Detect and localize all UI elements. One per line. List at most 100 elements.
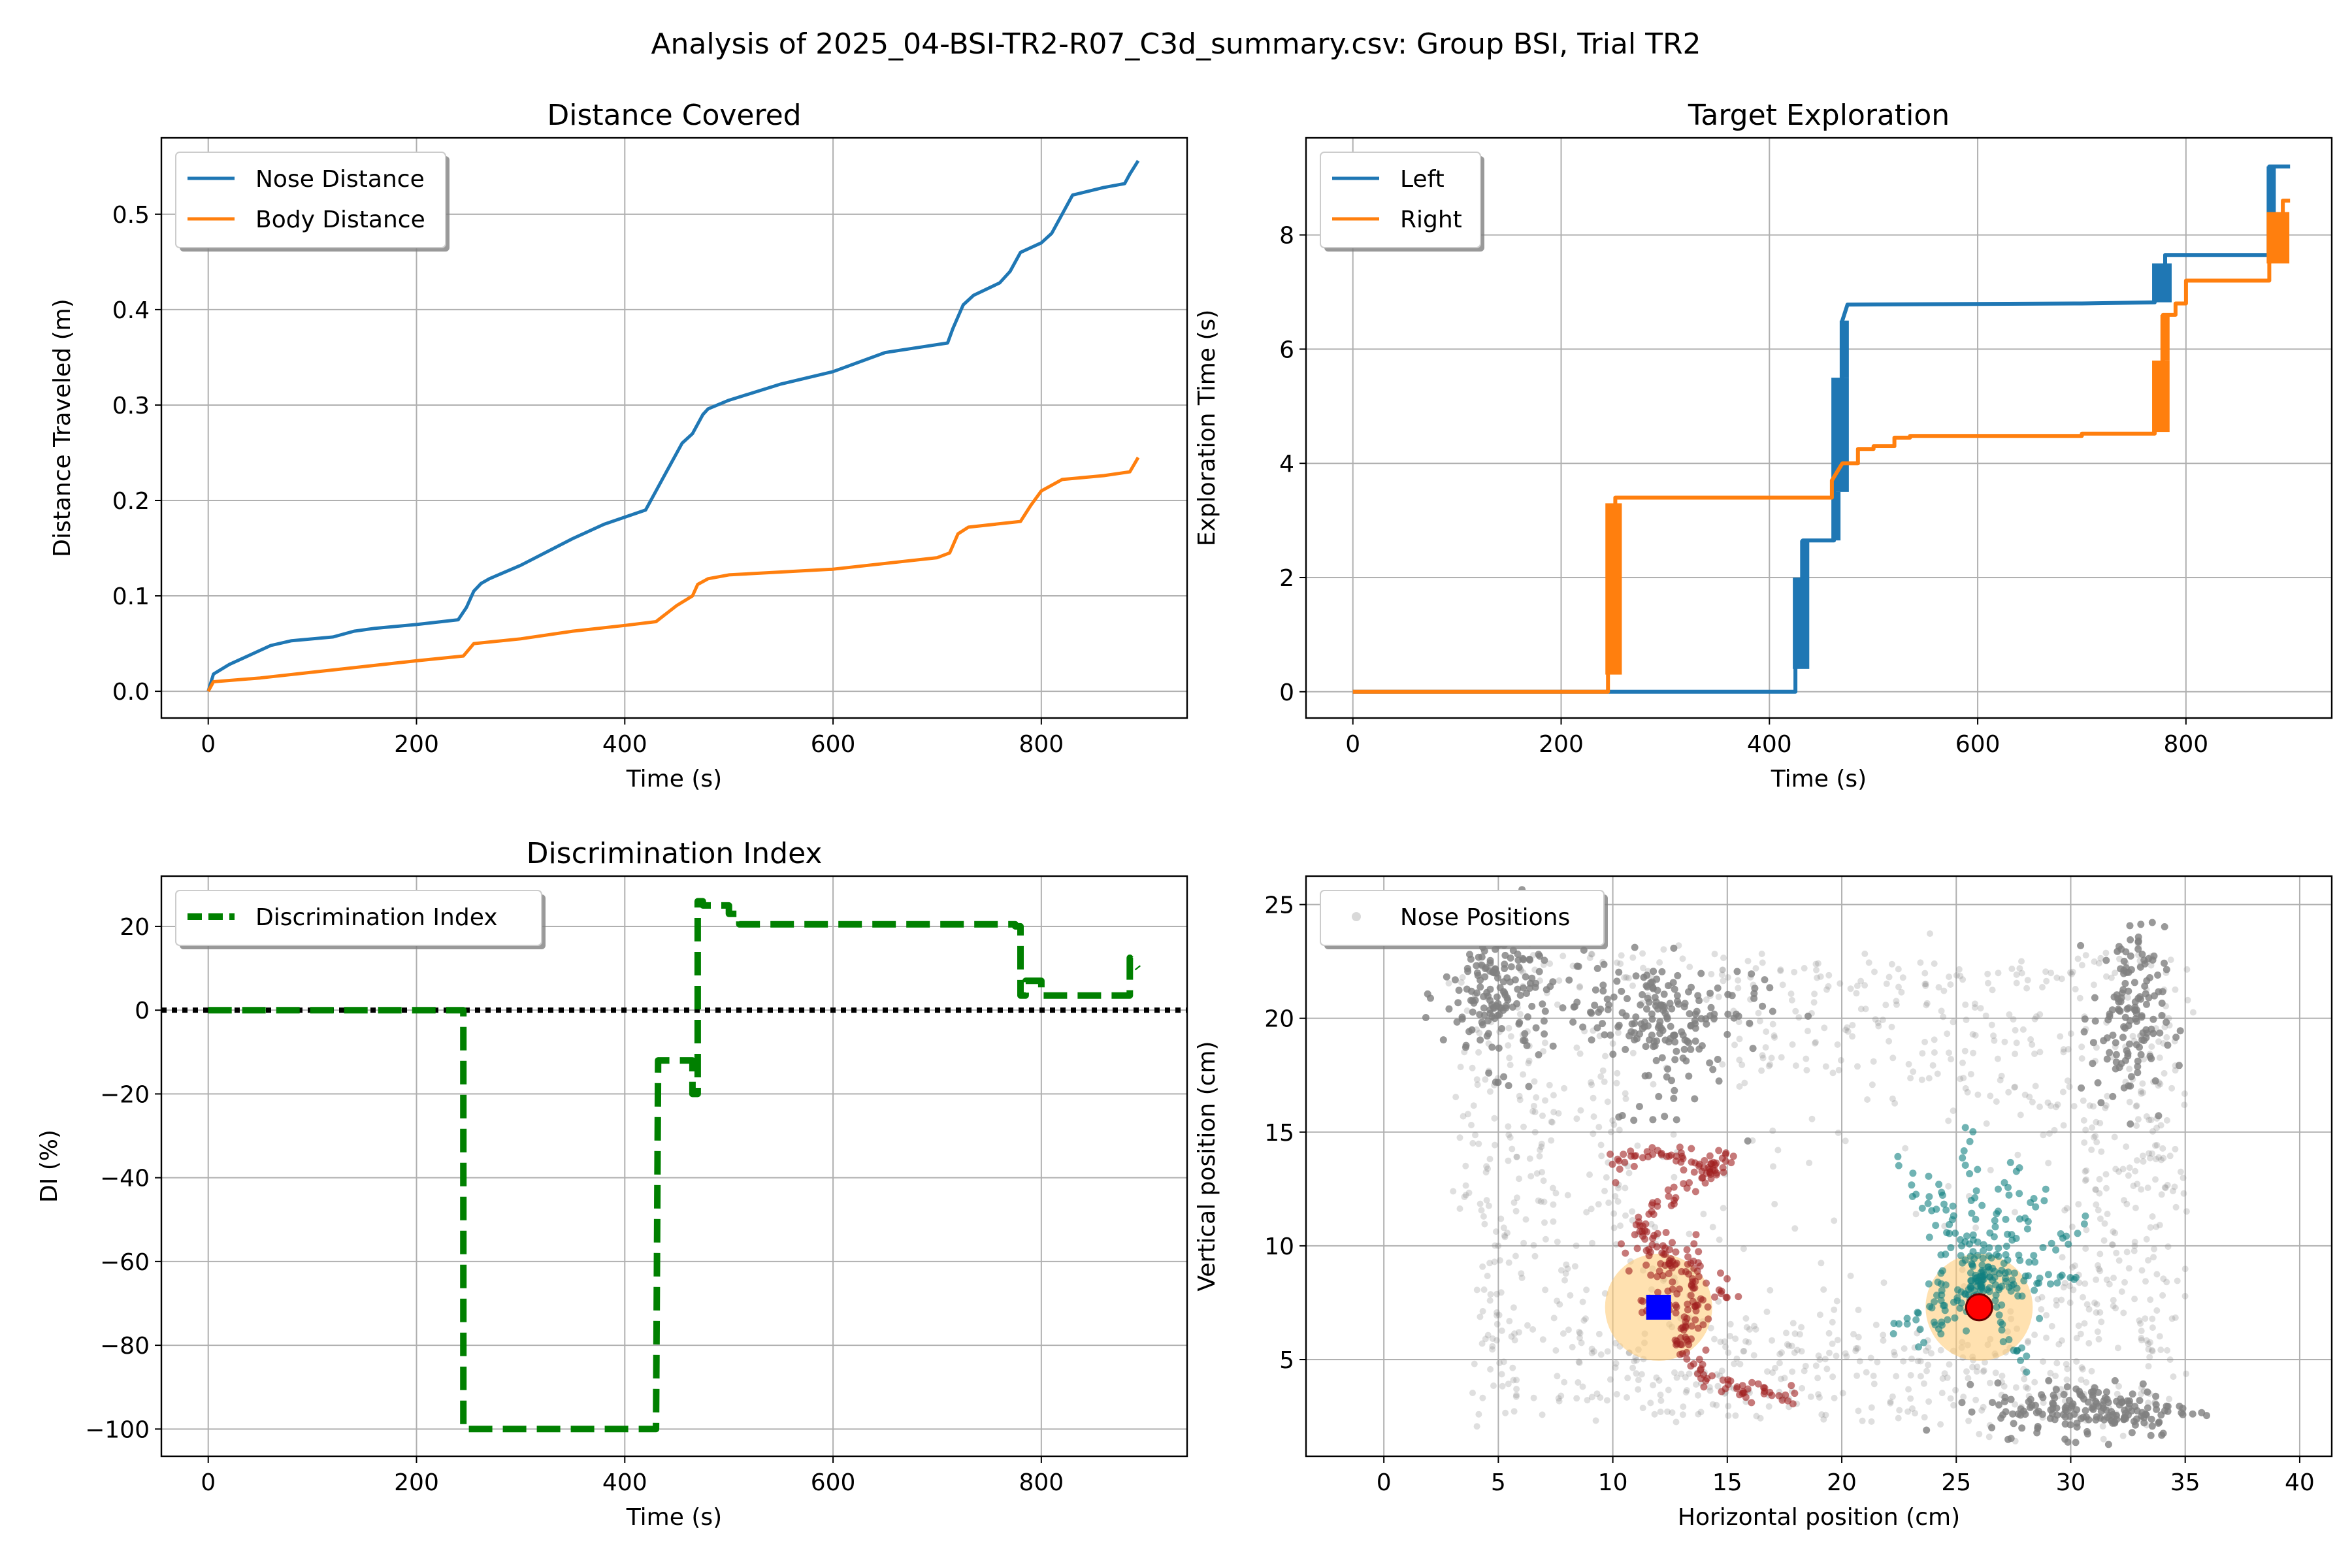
nose-position-point	[2160, 1154, 2167, 1162]
y-tick-label: 0	[135, 998, 150, 1024]
nose-position-point	[1725, 1412, 1732, 1419]
nose-position-point	[1523, 990, 1530, 997]
nose-position-point	[1695, 1392, 1701, 1399]
nose-position-point	[2074, 1230, 2082, 1237]
nose-position-point	[2134, 1116, 2142, 1123]
nose-position-point	[1538, 1140, 1545, 1147]
nose-position-point	[1755, 1009, 1762, 1017]
nose-position-point	[2123, 1397, 2131, 1405]
nose-position-point	[1693, 1381, 1699, 1388]
nose-position-point	[1683, 1348, 1691, 1356]
nose-position-point	[1844, 1028, 1852, 1035]
nose-position-point	[1718, 1388, 1725, 1396]
nose-position-point	[2146, 1117, 2153, 1124]
nose-position-point	[2013, 979, 2020, 987]
nose-position-point	[2172, 986, 2179, 993]
nose-position-point	[1971, 1194, 1979, 1201]
nose-position-point	[1739, 1382, 1746, 1390]
nose-position-point	[1697, 1015, 1705, 1022]
nose-position-point	[1700, 1211, 1707, 1218]
nose-position-point	[2083, 1413, 2090, 1421]
nose-position-point	[2180, 1190, 2187, 1197]
nose-position-point	[2127, 1073, 2135, 1081]
nose-position-point	[1473, 989, 1480, 997]
nose-position-point	[2018, 1424, 2026, 1432]
nose-position-point	[2132, 1015, 2140, 1022]
nose-position-point	[1713, 1401, 1720, 1409]
nose-position-point	[2145, 1257, 2151, 1264]
nose-position-point	[1618, 952, 1625, 959]
nose-position-point	[2159, 988, 2166, 996]
nose-position-point	[2089, 1394, 2097, 1401]
nose-position-point	[2110, 1297, 2117, 1303]
nose-position-point	[1946, 1361, 1953, 1368]
nose-position-point	[1513, 1153, 1520, 1160]
nose-position-point	[2040, 1197, 2048, 1205]
nose-position-point	[1485, 1069, 1493, 1077]
nose-position-point	[1501, 965, 1509, 972]
nose-position-point	[1961, 1290, 1969, 1298]
nose-position-point	[1603, 1397, 1610, 1404]
nose-position-point	[1483, 1197, 1490, 1204]
nose-position-point	[1791, 1349, 1798, 1356]
nose-position-point	[2153, 1307, 2161, 1314]
nose-position-point	[1462, 1162, 1469, 1169]
nose-position-point	[1483, 1032, 1491, 1040]
nose-position-point	[1923, 1002, 1930, 1009]
nose-position-point	[1765, 1062, 1772, 1070]
nose-position-point	[2012, 1083, 2019, 1090]
nose-position-point	[1907, 1372, 1914, 1379]
nose-position-point	[1718, 1367, 1725, 1375]
nose-position-point	[1715, 993, 1722, 1000]
nose-position-point	[1560, 953, 1567, 960]
nose-position-point	[2095, 1207, 2102, 1214]
nose-position-point	[1670, 1094, 1678, 1102]
nose-position-point	[2146, 974, 2153, 981]
nose-position-point	[2059, 1088, 2066, 1096]
nose-position-point	[2004, 1256, 2012, 1264]
nose-position-point	[2128, 1407, 2136, 1415]
nose-position-point	[1707, 1324, 1714, 1331]
nose-position-point	[2166, 1396, 2173, 1403]
nose-position-point	[2013, 1347, 2021, 1355]
nose-position-point	[1929, 1062, 1936, 1069]
nose-position-point	[1590, 1348, 1597, 1355]
nose-position-point	[1610, 1224, 1618, 1232]
nose-position-point	[1578, 1339, 1585, 1347]
nose-position-point	[1758, 1067, 1765, 1074]
nose-position-point	[2001, 1269, 2009, 1277]
series-line-body-distance	[206, 457, 1140, 693]
nose-position-point	[1657, 1260, 1665, 1267]
nose-position-point	[1854, 1372, 1861, 1379]
nose-position-point	[1999, 1411, 2007, 1419]
nose-position-point	[1783, 1330, 1789, 1337]
nose-position-point	[1491, 1258, 1498, 1266]
nose-position-point	[1724, 974, 1731, 981]
nose-position-point	[2083, 1430, 2091, 1438]
nose-position-point	[2066, 1421, 2074, 1429]
nose-position-point	[1661, 1113, 1669, 1120]
nose-position-point	[2154, 972, 2162, 979]
nose-position-point	[2128, 1429, 2136, 1437]
nose-position-point	[1938, 1318, 1946, 1326]
nose-position-point	[1514, 985, 1522, 993]
nose-position-point	[2149, 1348, 2156, 1355]
nose-position-point	[2072, 986, 2079, 992]
nose-position-point	[1774, 1147, 1782, 1154]
nose-position-point	[1789, 1368, 1796, 1375]
nose-position-point	[2155, 1418, 2163, 1426]
nose-position-point	[1957, 1252, 1965, 1260]
nose-position-point	[1676, 1350, 1684, 1358]
nose-position-point	[1605, 1200, 1612, 1206]
nose-position-point	[1818, 1260, 1825, 1267]
nose-position-point	[1496, 1360, 1503, 1367]
nose-position-point	[1538, 1143, 1545, 1151]
nose-position-point	[2136, 1317, 2143, 1324]
nose-position-point	[1588, 1036, 1595, 1044]
x-axis-label: Time (s)	[626, 766, 722, 792]
nose-position-point	[1997, 1077, 2004, 1084]
nose-position-point	[1959, 976, 1967, 983]
nose-position-point	[1717, 1338, 1724, 1345]
nose-position-point	[1727, 1333, 1733, 1339]
nose-position-point	[2053, 1360, 2061, 1367]
